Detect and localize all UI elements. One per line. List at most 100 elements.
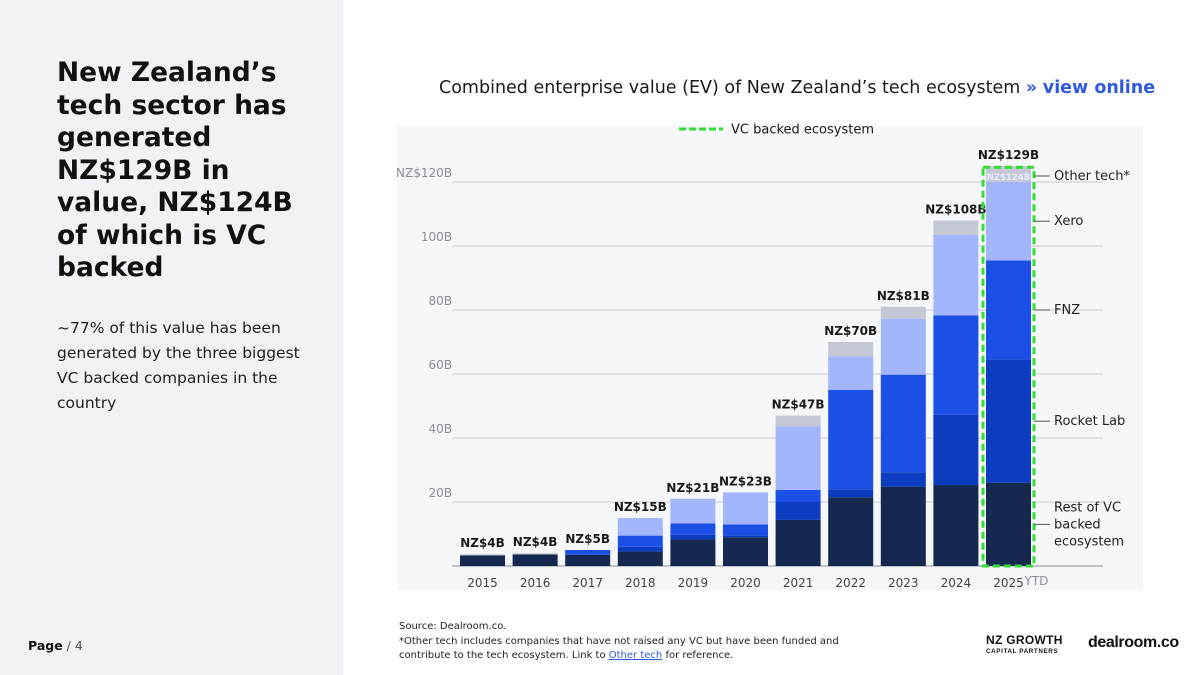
y-tick-label: 80B	[428, 294, 452, 308]
series-label: Rocket Lab	[1054, 414, 1125, 429]
bar-segment	[828, 489, 874, 498]
view-online-arrows: »	[1025, 78, 1038, 98]
bar-segment	[828, 342, 874, 357]
view-online-link[interactable]: view online	[1042, 78, 1156, 98]
x-tick-label: 2021	[783, 576, 814, 590]
bar-segment	[460, 555, 505, 566]
x-tick-label: 2022	[835, 576, 866, 590]
bar-total-label: NZ$21B	[666, 481, 719, 495]
bar-segment	[670, 498, 716, 524]
bar-segment	[828, 356, 874, 390]
bar-segment	[986, 182, 1031, 261]
plot-background	[397, 126, 1143, 590]
series-label: Rest of VC	[1054, 500, 1121, 515]
bar-total-label: NZ$23B	[719, 474, 772, 488]
source-note: Source: Dealroom.co. *Other tech include…	[399, 620, 839, 664]
page-number: 4	[74, 638, 83, 653]
bar-total-label: NZ$70B	[824, 324, 877, 338]
bar-segment	[828, 497, 874, 566]
ytd-label: YTD	[1024, 574, 1049, 588]
bar-segment	[933, 234, 979, 316]
left-panel	[0, 0, 343, 675]
bar-segment	[670, 539, 716, 566]
other-tech-link[interactable]: Other tech	[608, 650, 663, 661]
y-tick-label: NZ$120B	[397, 166, 452, 180]
x-tick-label: 2019	[678, 576, 709, 590]
y-tick-label: 60B	[428, 358, 452, 372]
series-label: Xero	[1054, 214, 1083, 229]
page-headline: New Zealand’s tech sector has generated …	[57, 57, 293, 283]
nz-growth-capital-partners-logo: NZ GROWTH CAPITAL PARTNERS	[986, 634, 1063, 656]
source-line: Source: Dealroom.co.	[399, 621, 507, 632]
vc-backed-highlight-box	[981, 165, 1036, 568]
page-word: Page	[28, 638, 63, 653]
bar-segment	[933, 220, 979, 235]
chart-title: Combined enterprise value (EV) of New Ze…	[439, 78, 1155, 98]
bar-total-label: NZ$108B	[925, 202, 986, 216]
series-label: FNZ	[1054, 303, 1080, 318]
bar-segment	[933, 315, 979, 415]
bar-segment	[828, 390, 874, 490]
page-indicator: Page / 4	[28, 638, 83, 653]
bar-segment	[933, 485, 979, 566]
bar-segment	[617, 535, 663, 547]
bar-segment	[565, 550, 611, 555]
bar-segment	[617, 518, 663, 536]
bar-segment	[775, 519, 821, 566]
bar-segment	[986, 260, 1031, 360]
nzgcp-logo-line2: CAPITAL PARTNERS	[986, 648, 1059, 655]
footnote: *Other tech includes companies that have…	[399, 635, 839, 664]
bar-total-label: NZ$15B	[614, 500, 667, 514]
bar-segment	[880, 318, 926, 375]
chart: 20B 40B 60B 80B 100B NZ$120B NZ$4B 2015 NZ$4B 201…	[397, 123, 1143, 590]
bar-segment	[775, 502, 821, 520]
bar-segment	[986, 482, 1031, 566]
vc-backed-highlight-label: NZ$124B	[987, 173, 1030, 183]
page-separator: /	[62, 638, 75, 653]
bar-total-label: NZ$81B	[877, 289, 930, 303]
bar-segment	[723, 537, 768, 566]
x-tick-label: 2025	[993, 576, 1024, 590]
series-label: Other tech*	[1054, 169, 1131, 184]
x-tick-label: 2018	[625, 576, 656, 590]
x-tick-label: 2015	[467, 576, 498, 590]
bar-segment	[723, 524, 768, 536]
bar-segment	[512, 553, 558, 555]
bar-total-label: NZ$4B	[460, 536, 505, 550]
nzgcp-logo-line1: NZ GROWTH	[986, 633, 1063, 647]
bar-segment	[880, 486, 926, 566]
bar-segment	[986, 166, 1031, 182]
legend-label: VC backed ecosystem	[731, 123, 874, 138]
x-tick-label: 2023	[888, 576, 919, 590]
x-tick-label: 2016	[520, 576, 551, 590]
bar-segment	[617, 546, 663, 552]
bar-segment	[775, 489, 821, 502]
page-subtext: ~77% of this value has been generated by…	[57, 319, 300, 412]
bar-segment	[565, 554, 611, 566]
bar-total-label: NZ$47B	[772, 398, 825, 412]
footnote-tail: for reference.	[665, 650, 734, 661]
dealroom-logo: dealroom.co	[1088, 634, 1179, 651]
bar-segment	[512, 554, 558, 566]
series-label: ecosystem	[1054, 534, 1124, 549]
bar-segment	[460, 554, 505, 556]
bar-segment	[933, 414, 979, 486]
bar-segment	[880, 374, 926, 473]
x-tick-label: 2020	[730, 576, 761, 590]
bar-total-label: NZ$4B	[513, 535, 558, 549]
bar-segment	[880, 306, 926, 319]
bar-segment	[723, 535, 768, 538]
x-tick-label: 2024	[941, 576, 972, 590]
y-tick-label: 20B	[428, 486, 452, 500]
bar-segment	[670, 534, 716, 540]
bar-segment	[775, 426, 821, 490]
footnote-text: *Other tech includes companies that have…	[399, 635, 839, 662]
bar-segment	[723, 492, 768, 525]
bar-total-label: NZ$5B	[565, 532, 610, 546]
y-tick-label: 100B	[421, 230, 452, 244]
bar-total-label: NZ$129B	[978, 148, 1039, 162]
bar-segment	[986, 359, 1031, 483]
x-tick-label: 2017	[572, 576, 603, 590]
series-label: backed	[1054, 517, 1101, 532]
bar-segment	[775, 415, 821, 427]
